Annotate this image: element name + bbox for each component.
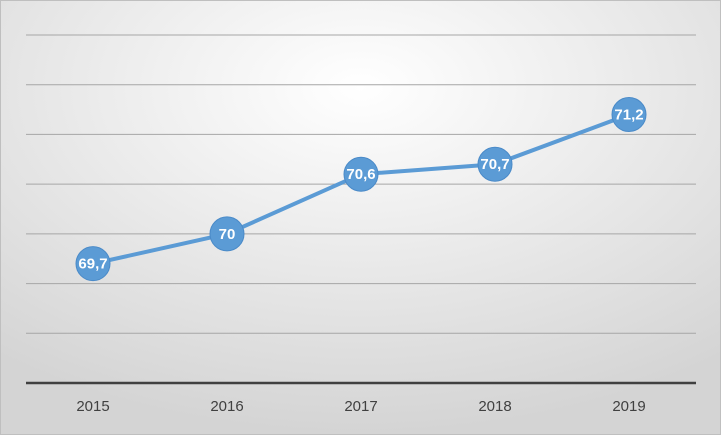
data-label: 70,6	[346, 166, 375, 183]
x-tick-label: 2015	[76, 398, 109, 415]
x-tick-label: 2017	[344, 398, 377, 415]
marker	[477, 146, 513, 182]
data-label: 70	[219, 226, 236, 243]
marker	[75, 246, 111, 282]
x-tick-label: 2018	[478, 398, 511, 415]
data-label: 69,7	[78, 256, 107, 273]
x-tick-label: 2019	[612, 398, 645, 415]
data-label: 70,7	[480, 156, 509, 173]
data-label: 71,2	[614, 107, 643, 124]
marker	[209, 216, 245, 252]
marker	[611, 97, 647, 133]
marker	[343, 156, 379, 192]
x-tick-label: 2016	[210, 398, 243, 415]
